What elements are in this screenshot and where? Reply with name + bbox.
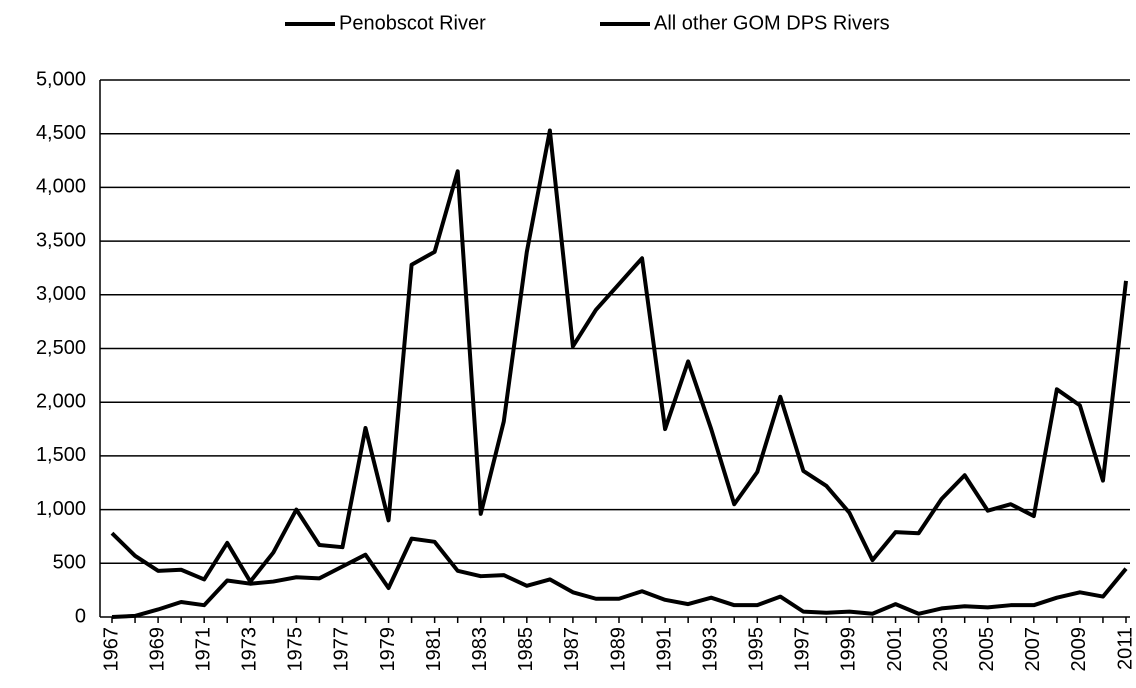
x-tick-label: 2005 [976, 627, 998, 672]
x-tick-label: 1967 [100, 627, 122, 672]
series-line [111, 536, 1128, 619]
y-tick-label: 3,000 [36, 283, 86, 305]
x-tick-label: 1975 [285, 627, 307, 672]
y-tick-label: 1,000 [36, 498, 86, 520]
y-tick-label: 5,000 [36, 68, 86, 90]
y-tick-label: 4,000 [36, 176, 86, 198]
y-tick-label: 4,500 [36, 122, 86, 144]
x-tick-label: 1999 [838, 627, 860, 672]
x-tick-label: 1993 [699, 627, 721, 672]
x-tick-label: 1985 [515, 627, 537, 672]
x-tick-label: 1995 [746, 627, 768, 672]
x-tick-label: 1977 [331, 627, 353, 672]
legend-label: All other GOM DPS Rivers [654, 12, 890, 34]
y-tick-label: 3,500 [36, 229, 86, 251]
x-tick-label: 1973 [239, 627, 261, 672]
x-tick-label: 2009 [1068, 627, 1090, 672]
x-tick-label: 2011 [1114, 627, 1136, 670]
x-tick-label: 1979 [377, 627, 399, 672]
x-tick-label: 1969 [146, 627, 168, 672]
y-tick-label: 2,500 [36, 337, 86, 359]
x-tick-label: 1987 [561, 627, 583, 672]
y-tick-label: 1,500 [36, 444, 86, 466]
x-tick-label: 2001 [884, 627, 906, 672]
x-tick-label: 2007 [1022, 627, 1044, 672]
series-line [110, 128, 1128, 584]
y-tick-label: 0 [75, 605, 86, 627]
y-tick-label: 2,000 [36, 390, 86, 412]
x-tick-label: 2003 [930, 627, 952, 672]
x-tick-label: 1991 [653, 627, 675, 672]
x-tick-label: 1971 [192, 627, 214, 672]
y-tick-label: 500 [53, 552, 86, 574]
x-tick-label: 1983 [469, 627, 491, 672]
legend-label: Penobscot River [339, 12, 486, 34]
x-tick-label: 1997 [792, 627, 814, 672]
x-tick-label: 1981 [423, 627, 445, 672]
x-tick-label: 1989 [607, 627, 629, 672]
